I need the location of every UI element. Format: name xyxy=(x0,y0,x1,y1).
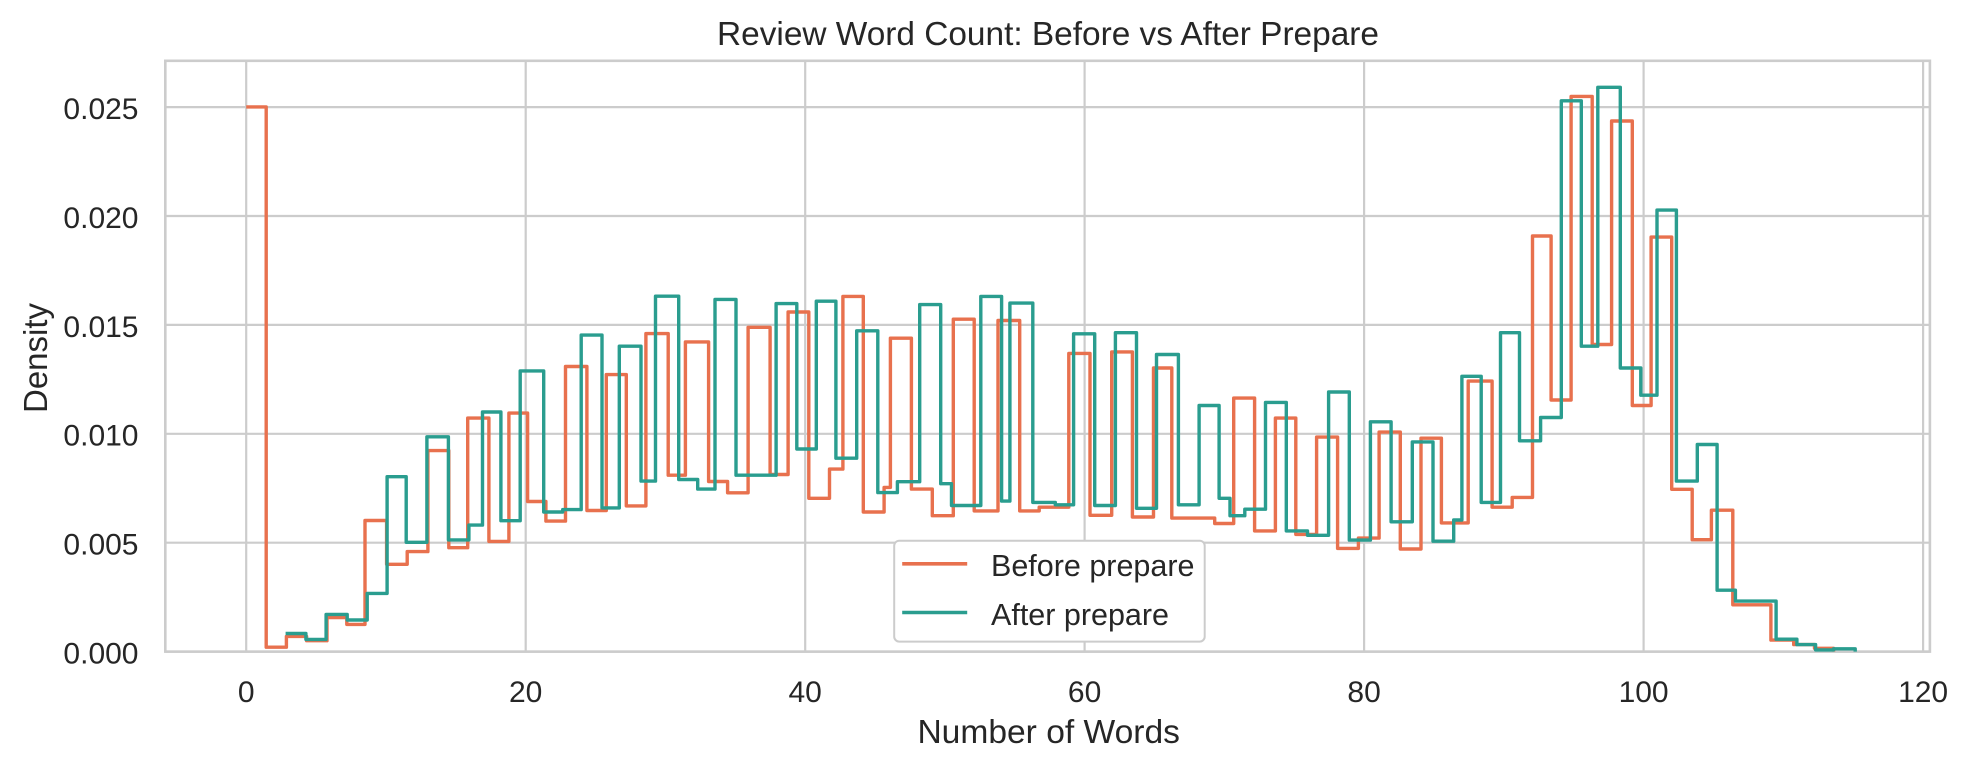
svg-text:0.025: 0.025 xyxy=(63,93,138,126)
svg-text:After prepare: After prepare xyxy=(991,598,1169,632)
svg-text:100: 100 xyxy=(1619,676,1669,709)
svg-text:20: 20 xyxy=(509,676,542,709)
svg-text:40: 40 xyxy=(789,676,822,709)
svg-text:0: 0 xyxy=(238,676,255,709)
svg-text:Density: Density xyxy=(17,302,54,413)
svg-text:0.005: 0.005 xyxy=(63,529,138,562)
svg-text:0.010: 0.010 xyxy=(63,420,138,453)
svg-text:0.000: 0.000 xyxy=(63,638,138,671)
svg-text:120: 120 xyxy=(1898,676,1948,709)
svg-text:80: 80 xyxy=(1347,676,1380,709)
svg-text:Before prepare: Before prepare xyxy=(991,549,1194,583)
svg-text:0.015: 0.015 xyxy=(63,311,138,344)
svg-text:60: 60 xyxy=(1068,676,1101,709)
svg-text:Number of Words: Number of Words xyxy=(917,714,1180,751)
svg-text:0.020: 0.020 xyxy=(63,202,138,235)
svg-text:Review Word Count: Before vs A: Review Word Count: Before vs After Prepa… xyxy=(717,16,1379,53)
